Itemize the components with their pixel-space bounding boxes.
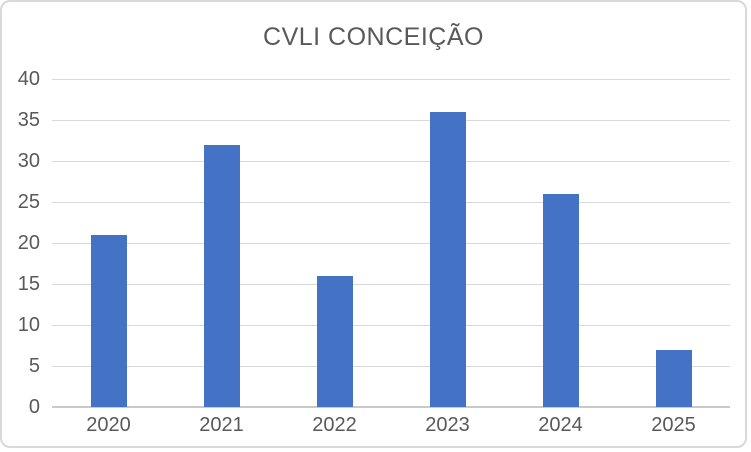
chart-title: CVLI CONCEIÇÃO (263, 23, 484, 51)
y-axis-tick-label: 40 (17, 68, 40, 90)
y-axis-tick-label: 30 (17, 150, 40, 172)
gridline (52, 79, 730, 80)
gridline (52, 284, 730, 285)
bar-2024 (542, 193, 579, 407)
bar-2023 (429, 111, 466, 407)
gridline (52, 366, 730, 367)
gridline (52, 161, 730, 162)
y-axis-tick-label: 10 (17, 314, 40, 336)
bar-2020 (90, 234, 127, 407)
x-axis-tick-label: 2025 (651, 414, 696, 436)
x-axis-line (52, 406, 730, 408)
gridline (52, 202, 730, 203)
y-axis-tick-label: 5 (28, 355, 40, 377)
gridline (52, 120, 730, 121)
plot-area (52, 79, 730, 408)
bar-2022 (316, 275, 353, 407)
gridline (52, 325, 730, 326)
y-axis-tick-label: 15 (17, 273, 40, 295)
x-axis-tick-label: 2023 (425, 414, 470, 436)
x-axis-tick-label: 2020 (86, 414, 131, 436)
bar-2025 (655, 349, 692, 407)
x-axis-tick-label: 2021 (199, 414, 244, 436)
bar-2021 (203, 144, 240, 407)
x-axis-tick-label: 2022 (312, 414, 357, 436)
gridline (52, 243, 730, 244)
y-axis-tick-label: 20 (17, 232, 40, 254)
y-axis-tick-label: 0 (28, 396, 40, 418)
x-axis-tick-label: 2024 (538, 414, 583, 436)
y-axis-tick-label: 35 (17, 109, 40, 131)
y-axis-tick-label: 25 (17, 191, 40, 213)
